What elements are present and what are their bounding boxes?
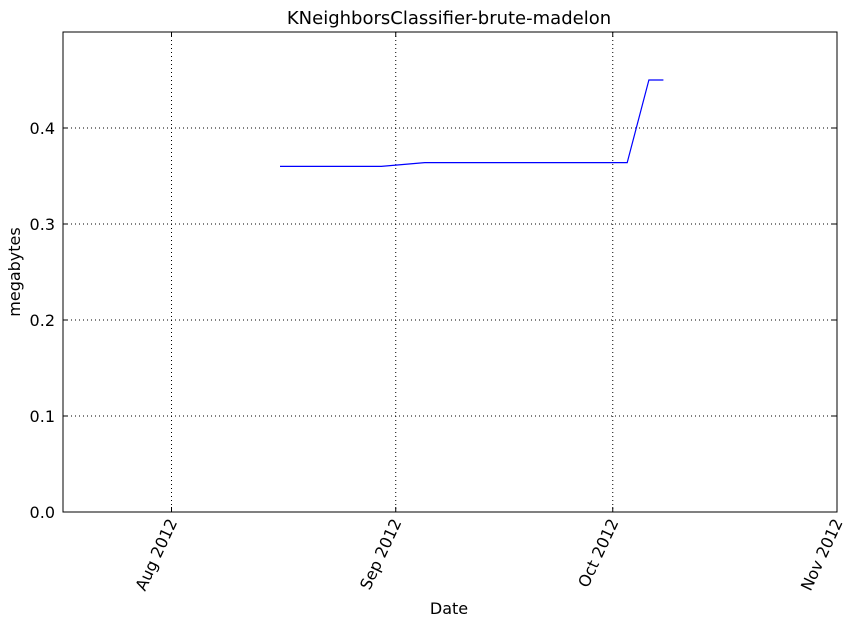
y-tick-label: 0.4 bbox=[30, 119, 55, 138]
axis-ticks: 0.0 0.1 0.2 0.3 0.4 Aug 2012 Sep 2012 Oct 2012 N… bbox=[30, 32, 846, 594]
y-tick-label: 0.1 bbox=[30, 407, 55, 426]
y-axis-label: megabytes bbox=[5, 227, 24, 316]
x-tick-label: Aug 2012 bbox=[131, 516, 181, 594]
x-tick-label: Nov 2012 bbox=[797, 516, 846, 594]
y-tick-label: 0.0 bbox=[30, 503, 55, 522]
y-tick-label: 0.2 bbox=[30, 311, 55, 330]
chart-title: KNeighborsClassifier-brute-madelon bbox=[287, 8, 611, 29]
x-tick-label: Sep 2012 bbox=[356, 516, 405, 593]
grid-lines bbox=[63, 32, 838, 513]
x-tick-label: Oct 2012 bbox=[574, 516, 622, 591]
plot-area-frame bbox=[62, 31, 838, 513]
data-series-line bbox=[280, 79, 664, 167]
series-layer bbox=[280, 79, 664, 167]
x-axis-label: Date bbox=[430, 599, 468, 618]
y-tick-label: 0.3 bbox=[30, 215, 55, 234]
